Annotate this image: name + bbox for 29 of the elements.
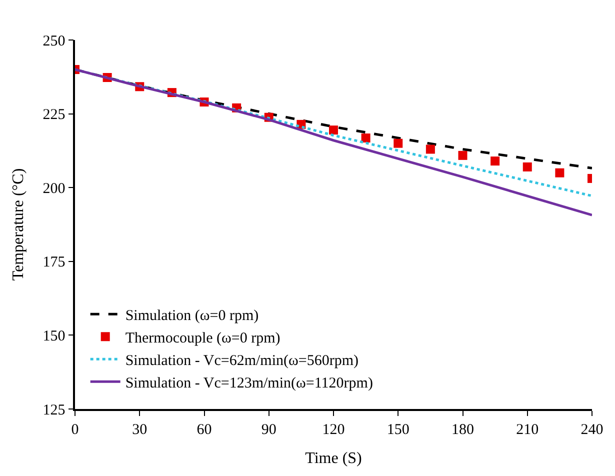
point <box>458 150 468 160</box>
x-tick-label: 0 <box>71 422 79 438</box>
x-axis-title: Time (S) <box>305 450 362 467</box>
x-tick-label: 150 <box>386 422 410 438</box>
y-axis-title: Temperature (°C) <box>10 168 28 281</box>
point <box>426 144 435 154</box>
x-tick-label: 180 <box>452 422 474 438</box>
x-tick-label: 120 <box>322 422 345 438</box>
x-tick-label: 60 <box>196 422 212 438</box>
legend-label: Thermocouple (ω=0 rpm) <box>125 330 280 347</box>
y-tick-label: 175 <box>42 254 66 271</box>
x-tick-label: 90 <box>261 422 276 438</box>
point <box>394 138 403 148</box>
x-tick-label: 210 <box>516 422 539 438</box>
legend-label: Simulation - Vc=62m/min(ω=560rpm) <box>125 353 359 370</box>
y-tick-label: 125 <box>42 402 66 418</box>
y-tick-label: 225 <box>42 107 66 124</box>
y-tick-label: 150 <box>42 328 66 344</box>
y-tick-label: 200 <box>42 180 66 197</box>
x-tick-label: 240 <box>580 422 604 438</box>
point <box>555 168 564 178</box>
legend-label: Simulation - Vc=123m/min(ω=1120rpm) <box>125 376 373 392</box>
point <box>361 134 370 143</box>
point <box>522 162 532 172</box>
y-tick-label: 250 <box>42 33 66 50</box>
legend-label: Simulation (ω=0 rpm) <box>125 308 259 324</box>
x-tick-label: 30 <box>132 422 148 438</box>
point <box>329 126 338 135</box>
point <box>490 156 500 166</box>
